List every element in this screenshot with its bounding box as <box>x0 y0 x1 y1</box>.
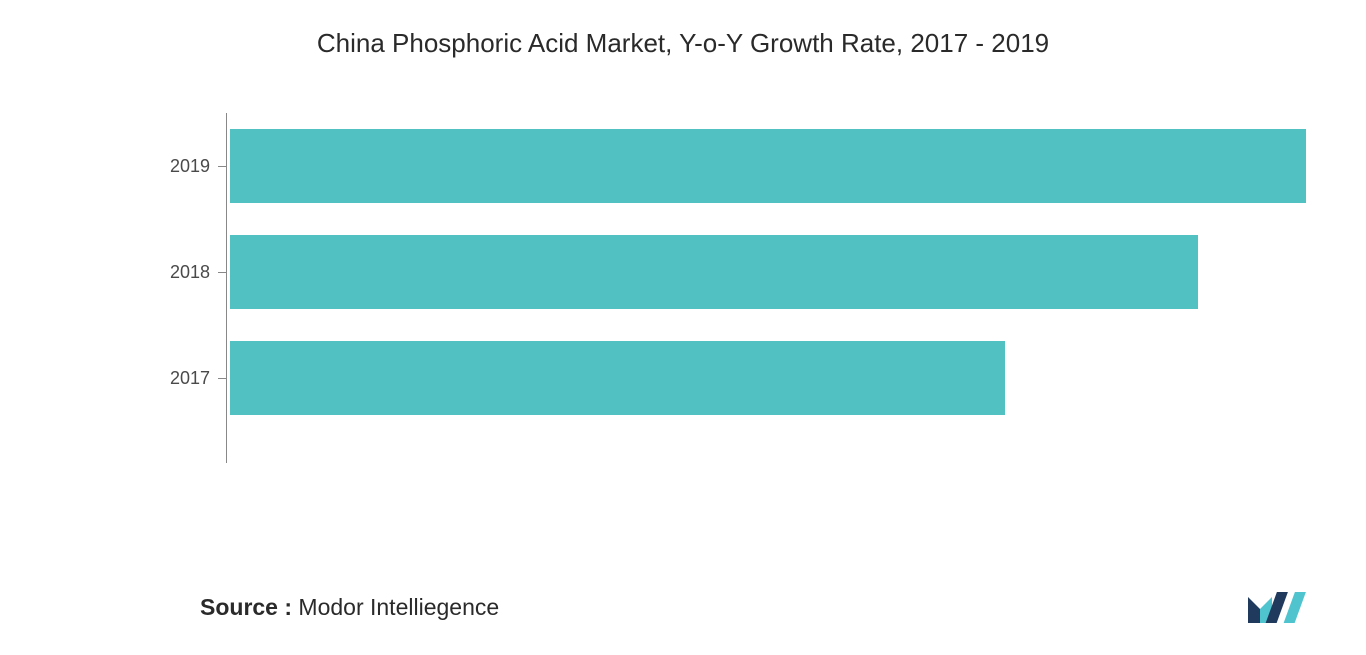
bar-row-2017: 2017 <box>230 341 1306 415</box>
bar-row-2018: 2018 <box>230 235 1306 309</box>
brand-logo-icon <box>1246 589 1326 625</box>
y-tick <box>218 272 226 273</box>
y-label: 2017 <box>140 368 210 389</box>
bar-2017 <box>230 341 1005 415</box>
source-label: Source : <box>200 594 298 620</box>
bar-2019 <box>230 129 1306 203</box>
source-text: Modor Intelliegence <box>298 594 499 620</box>
chart-title: China Phosphoric Acid Market, Y-o-Y Grow… <box>30 28 1336 59</box>
chart-footer: Source : Modor Intelliegence <box>200 589 1326 625</box>
plot-area: 2019 2018 2017 <box>230 129 1306 469</box>
y-tick <box>218 166 226 167</box>
y-tick <box>218 378 226 379</box>
y-label: 2018 <box>140 262 210 283</box>
y-axis-line <box>226 113 227 463</box>
y-label: 2019 <box>140 156 210 177</box>
bar-row-2019: 2019 <box>230 129 1306 203</box>
source-citation: Source : Modor Intelliegence <box>200 594 499 621</box>
chart-container: China Phosphoric Acid Market, Y-o-Y Grow… <box>0 0 1366 655</box>
bar-2018 <box>230 235 1198 309</box>
